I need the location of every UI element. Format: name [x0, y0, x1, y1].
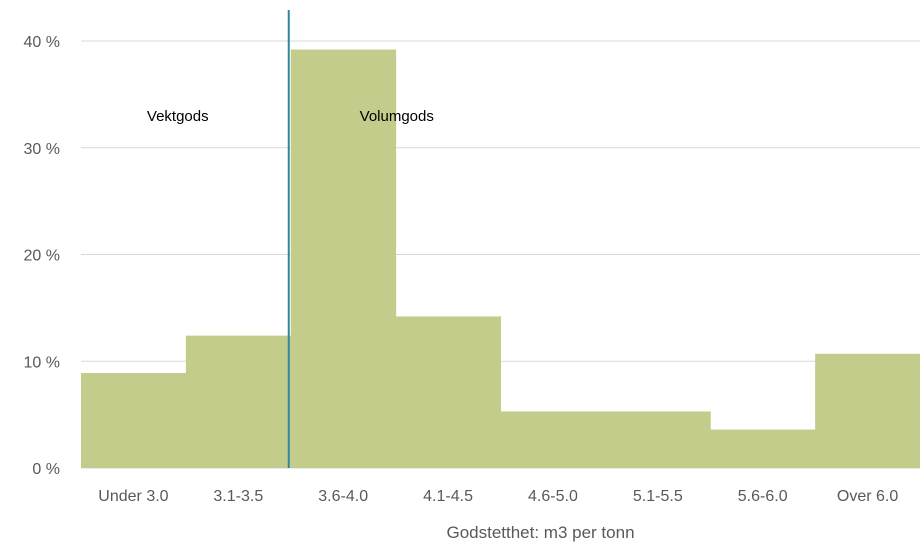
bar-3-1-3-5 [185, 335, 292, 468]
bars [81, 49, 920, 468]
bar-4-6-5-0 [500, 411, 606, 468]
x-axis-tick-labels: Under 3.0 3.1-3.5 3.6-4.0 4.1-4.5 4.6-5.0 5.1… [98, 488, 898, 505]
y-axis-tick-labels: 0 % 10 % 20 % 30 % 40 % [24, 34, 60, 478]
y-tick-label: 40 % [24, 34, 60, 51]
annotation-vektgods: Vektgods [147, 108, 209, 125]
annotation-volumgods: Volumgods [360, 108, 434, 125]
x-tick-label: 3.6-4.0 [318, 488, 368, 505]
x-tick-label: 5.1-5.5 [633, 488, 683, 505]
x-tick-label: Under 3.0 [98, 488, 168, 505]
bar-4-1-4-5 [395, 316, 501, 468]
x-tick-label: 5.6-6.0 [738, 488, 788, 505]
bar-under-3-0 [81, 372, 187, 468]
y-tick-label: 10 % [24, 354, 60, 371]
bar-5-6-6-0 [710, 429, 816, 468]
x-tick-label: Over 6.0 [837, 488, 898, 505]
x-tick-label: 4.6-5.0 [528, 488, 578, 505]
y-tick-label: 30 % [24, 141, 60, 158]
x-axis-title: Godstetthet: m3 per tonn [446, 523, 634, 542]
x-tick-label: 3.1-3.5 [213, 488, 263, 505]
y-tick-label: 20 % [24, 248, 60, 265]
bar-over-6-0 [815, 353, 920, 468]
bar-5-1-5-5 [605, 411, 711, 468]
x-tick-label: 4.1-4.5 [423, 488, 473, 505]
y-tick-label: 0 % [32, 461, 60, 478]
bar-3-6-4-0 [290, 49, 397, 468]
